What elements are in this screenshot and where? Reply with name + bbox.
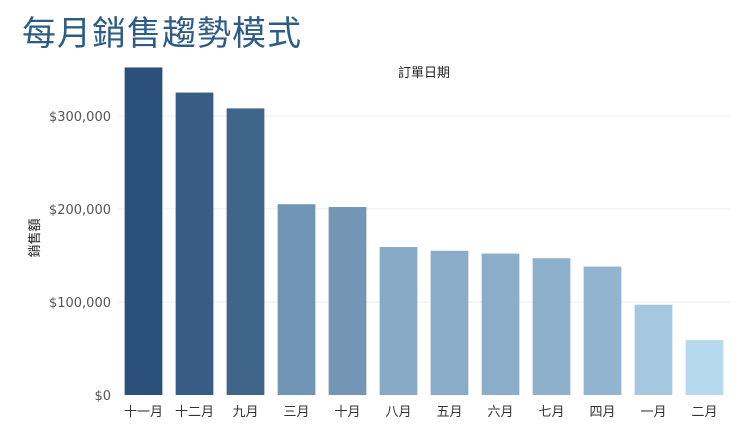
- bar: [175, 92, 214, 395]
- y-axis-label: 銷售額: [27, 218, 43, 257]
- y-axis-ticks: $0 $100,000 $200,000 $300,000: [49, 110, 111, 404]
- bar: [532, 258, 571, 395]
- page-title: 每月銷售趨勢模式: [22, 14, 302, 54]
- x-tick-label: 四月: [589, 405, 615, 420]
- x-tick-label: 五月: [436, 405, 462, 420]
- bar: [379, 247, 418, 395]
- x-axis-ticks: 十一月 十二月 九月 三月 十月 八月 五月 六月 七月 四月 一月 二月: [124, 405, 718, 420]
- x-tick-label: 三月: [283, 405, 309, 420]
- bar: [328, 207, 367, 395]
- x-tick-label: 十月: [334, 405, 360, 420]
- x-tick-label: 八月: [385, 405, 411, 420]
- x-tick-label: 十二月: [175, 405, 214, 420]
- x-tick-label: 七月: [538, 405, 564, 420]
- bar: [226, 108, 265, 395]
- bar: [277, 204, 316, 395]
- y-tick-label: $200,000: [49, 203, 111, 218]
- x-tick-label: 一月: [640, 405, 666, 420]
- bar: [124, 67, 163, 395]
- y-tick-label: $100,000: [49, 296, 111, 311]
- x-tick-label: 九月: [232, 405, 258, 420]
- bar: [481, 253, 520, 395]
- bars: [124, 67, 724, 395]
- y-tick-label: $0: [94, 389, 111, 404]
- x-tick-label: 六月: [487, 405, 513, 420]
- x-tick-label: 二月: [691, 405, 717, 420]
- bar: [634, 304, 673, 395]
- y-tick-label: $300,000: [49, 110, 111, 125]
- gridlines: [118, 115, 730, 303]
- bar: [430, 250, 469, 395]
- bar: [685, 340, 724, 395]
- column-header: 訂單日期: [398, 65, 450, 81]
- x-tick-label: 十一月: [124, 405, 163, 420]
- bar: [583, 266, 622, 395]
